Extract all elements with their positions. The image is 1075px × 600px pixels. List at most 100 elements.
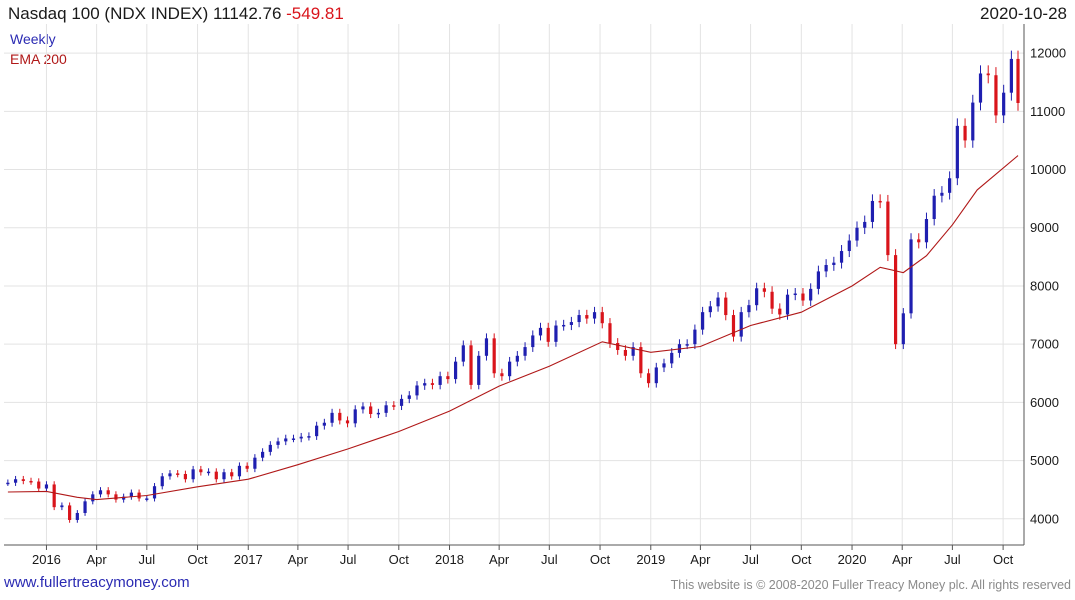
x-tick-label: Apr	[690, 552, 711, 567]
price-bar	[623, 345, 628, 361]
price-bar	[747, 299, 751, 318]
price-bar	[160, 473, 164, 490]
price-bar	[500, 368, 504, 381]
price-bar	[809, 283, 813, 306]
price-bar	[1009, 50, 1013, 101]
price-bar	[98, 487, 103, 498]
price-bar	[948, 171, 952, 200]
price-bar	[832, 256, 836, 271]
price-bar	[785, 289, 790, 320]
y-tick-label: 5000	[1030, 453, 1059, 468]
price-bar	[863, 215, 867, 235]
price-bar	[585, 309, 589, 324]
price-bar	[176, 470, 180, 478]
price-bar	[322, 418, 326, 430]
price-bar	[307, 432, 311, 441]
price-bar	[639, 342, 643, 378]
price-bar	[291, 434, 296, 443]
price-bar	[1002, 84, 1006, 124]
y-tick-label: 6000	[1030, 395, 1059, 410]
price-bar	[878, 194, 882, 209]
y-tick-label: 9000	[1030, 220, 1059, 235]
price-bar	[592, 306, 597, 324]
price-bar	[68, 502, 72, 523]
price-bar	[508, 356, 512, 381]
price-bar	[716, 292, 720, 312]
price-bar	[129, 489, 133, 500]
price-bar	[137, 489, 141, 502]
price-bar	[114, 491, 118, 503]
price-bar	[261, 448, 265, 462]
price-bar	[955, 118, 959, 186]
y-tick-label: 12000	[1030, 46, 1066, 61]
price-bar	[415, 381, 419, 400]
price-bar	[438, 371, 442, 390]
price-bar	[708, 300, 712, 318]
price-bar	[546, 322, 550, 347]
y-tick-label: 8000	[1030, 278, 1059, 293]
price-bar	[778, 303, 782, 320]
price-bar	[824, 259, 828, 278]
x-tick-label: Jul	[340, 552, 357, 567]
price-bar	[168, 470, 172, 480]
price-bar	[731, 309, 736, 342]
price-bar	[423, 378, 427, 390]
price-bar	[531, 330, 535, 352]
price-bar	[762, 282, 766, 298]
price-bar	[893, 249, 898, 350]
chart-date: 2020-10-28	[980, 4, 1067, 23]
price-bar	[384, 401, 388, 417]
price-bar	[199, 465, 203, 476]
price-bar	[276, 437, 280, 449]
price-bar	[183, 470, 188, 483]
x-tick-label: Jul	[138, 552, 155, 567]
price-bar	[646, 368, 651, 388]
x-tick-label: Oct	[187, 552, 208, 567]
x-tick-label: Apr	[87, 552, 108, 567]
price-bar	[29, 477, 33, 485]
price-bar	[83, 498, 87, 516]
price-bar	[971, 94, 975, 148]
price-bar	[191, 465, 195, 483]
price-bar	[631, 342, 635, 361]
price-bar	[986, 65, 990, 84]
price-bar	[477, 351, 481, 390]
price-bar	[770, 286, 774, 314]
price-bar	[693, 324, 697, 350]
x-tick-label: Jul	[944, 552, 961, 567]
price-bar	[523, 342, 527, 361]
price-bar	[206, 468, 211, 476]
price-bar	[253, 454, 257, 473]
axes: 4000 5000 6000 7000 8000 9000 10000 11000 12000 2…	[4, 24, 1066, 567]
price-bar	[839, 245, 844, 269]
ema-series	[7, 155, 1019, 501]
price-bar	[230, 468, 234, 480]
price-bar	[685, 339, 689, 350]
x-tick-label: Oct	[590, 552, 611, 567]
x-tick-label: 2020	[838, 552, 867, 567]
x-tick-label: Jul	[541, 552, 558, 567]
price-bar	[52, 481, 56, 511]
price-bar	[600, 306, 604, 329]
y-tick-label: 10000	[1030, 162, 1066, 177]
price-bar	[75, 510, 79, 523]
price-bar	[909, 233, 913, 319]
price-bar	[338, 408, 342, 425]
price-bar	[924, 212, 929, 249]
price-bar	[654, 362, 658, 388]
price-bar	[44, 481, 49, 492]
price-bar	[361, 402, 365, 414]
price-bar	[917, 233, 921, 249]
site-link[interactable]: www.fullertreacymoney.com	[4, 574, 190, 591]
y-tick-label: 11000	[1030, 104, 1065, 119]
price-bar	[816, 265, 820, 295]
price-bar	[901, 308, 905, 350]
price-bar	[793, 288, 797, 301]
price-bar	[978, 65, 983, 111]
price-bar	[870, 194, 875, 229]
price-bar	[670, 348, 674, 369]
price-bar	[886, 194, 890, 262]
price-bar	[469, 340, 473, 390]
x-tick-label: Apr	[489, 552, 510, 567]
price-bar	[21, 475, 25, 485]
